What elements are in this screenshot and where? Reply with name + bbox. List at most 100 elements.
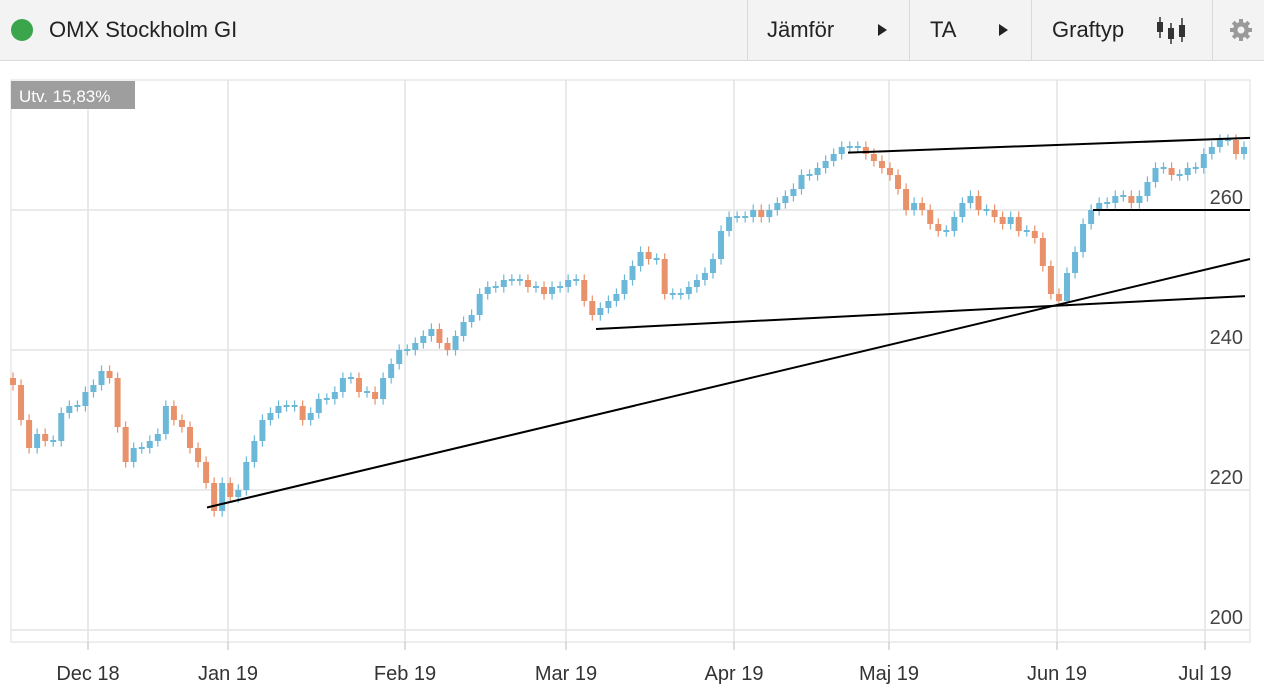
candle-body [597, 308, 604, 315]
candle [903, 183, 910, 216]
candle-body [959, 203, 966, 217]
candle-body [718, 231, 725, 259]
candle-body [734, 216, 741, 218]
candle-body [774, 203, 781, 210]
candle [1112, 190, 1119, 209]
settings-button[interactable] [1212, 0, 1264, 60]
candle [653, 253, 660, 265]
candle-body [943, 230, 950, 232]
trend-line [847, 136, 1251, 154]
candle-body [878, 161, 885, 168]
candle-body [870, 154, 877, 161]
candle-body [605, 301, 612, 308]
compare-button[interactable]: Jämför [747, 0, 909, 60]
candle-body [34, 434, 41, 448]
candle-body [82, 392, 89, 406]
candle [557, 281, 564, 293]
candle-body [1007, 217, 1014, 224]
candle-body [991, 210, 998, 217]
x-tick-label: Apr 19 [705, 663, 764, 685]
x-tick-label: Jan 19 [198, 663, 258, 685]
candle-body [790, 189, 797, 196]
candle-body [1232, 140, 1239, 154]
candle-body [372, 392, 379, 399]
candle-body [1039, 238, 1046, 266]
candle [331, 386, 338, 405]
candle-body [919, 203, 926, 210]
candle-body [1112, 196, 1119, 203]
y-tick-label: 260 [1210, 187, 1243, 209]
candle [484, 281, 491, 300]
candle [468, 309, 475, 328]
candle-body [388, 364, 395, 378]
candle-body [951, 217, 958, 231]
candle [412, 337, 419, 356]
candle-body [637, 252, 644, 266]
candle [661, 253, 668, 300]
candle [1007, 211, 1014, 230]
candle [50, 435, 57, 447]
candle [1047, 260, 1054, 300]
candle [1176, 169, 1183, 181]
candle-body [935, 224, 942, 231]
x-tick-label: Mar 19 [535, 663, 597, 685]
candle-body [798, 175, 805, 189]
candle [959, 197, 966, 223]
candle-body [170, 406, 177, 420]
x-tick-label: Maj 19 [859, 663, 919, 685]
candle [420, 330, 427, 349]
candle [742, 211, 749, 223]
candle-body [758, 210, 765, 217]
candle [146, 435, 153, 454]
candle-body [1176, 174, 1183, 176]
candle-body [130, 448, 137, 462]
price-chart[interactable]: 200 220 240 260 Dec 18 Jan 19 Feb 19 Mar 19 Apr… [0, 60, 1264, 700]
candle [178, 414, 185, 433]
candle [886, 162, 893, 181]
ta-button[interactable]: TA [909, 0, 1031, 60]
candle [581, 274, 588, 307]
candle [895, 169, 902, 195]
candle [380, 372, 387, 405]
candle-body [903, 189, 910, 210]
candle [428, 323, 435, 342]
candle-body [1136, 196, 1143, 203]
compare-arrow-icon [878, 24, 887, 36]
candle-body [412, 343, 419, 350]
candle-body [436, 329, 443, 343]
candle-body [1200, 154, 1207, 168]
candle [830, 148, 837, 167]
candle-body [331, 392, 338, 399]
candle [637, 246, 644, 272]
candle [669, 288, 676, 300]
charttype-button[interactable]: Graftyp [1031, 0, 1212, 60]
trend-line [595, 295, 1246, 330]
candle-body [275, 406, 282, 413]
candle [1128, 190, 1135, 209]
candle [911, 197, 918, 216]
candle [58, 407, 65, 447]
candle [452, 330, 459, 356]
candle-body [911, 203, 918, 210]
candle-body [886, 168, 893, 175]
candle [219, 477, 226, 517]
candle-body [1096, 203, 1103, 210]
candle-body [581, 280, 588, 301]
candle-body [122, 427, 129, 462]
candle-body [983, 209, 990, 211]
trend-lines [206, 136, 1251, 509]
candle [645, 246, 652, 265]
candle [82, 386, 89, 412]
candle [500, 274, 507, 293]
plot-area [10, 79, 1251, 643]
candle [516, 274, 523, 286]
candle [347, 372, 354, 384]
candle-body [1015, 217, 1022, 231]
gear-icon [1230, 19, 1252, 41]
candle [138, 442, 145, 454]
candle [26, 414, 33, 454]
candle-body [90, 385, 97, 392]
candle [275, 400, 282, 419]
candle-body [307, 413, 314, 420]
candle-body [701, 273, 708, 280]
